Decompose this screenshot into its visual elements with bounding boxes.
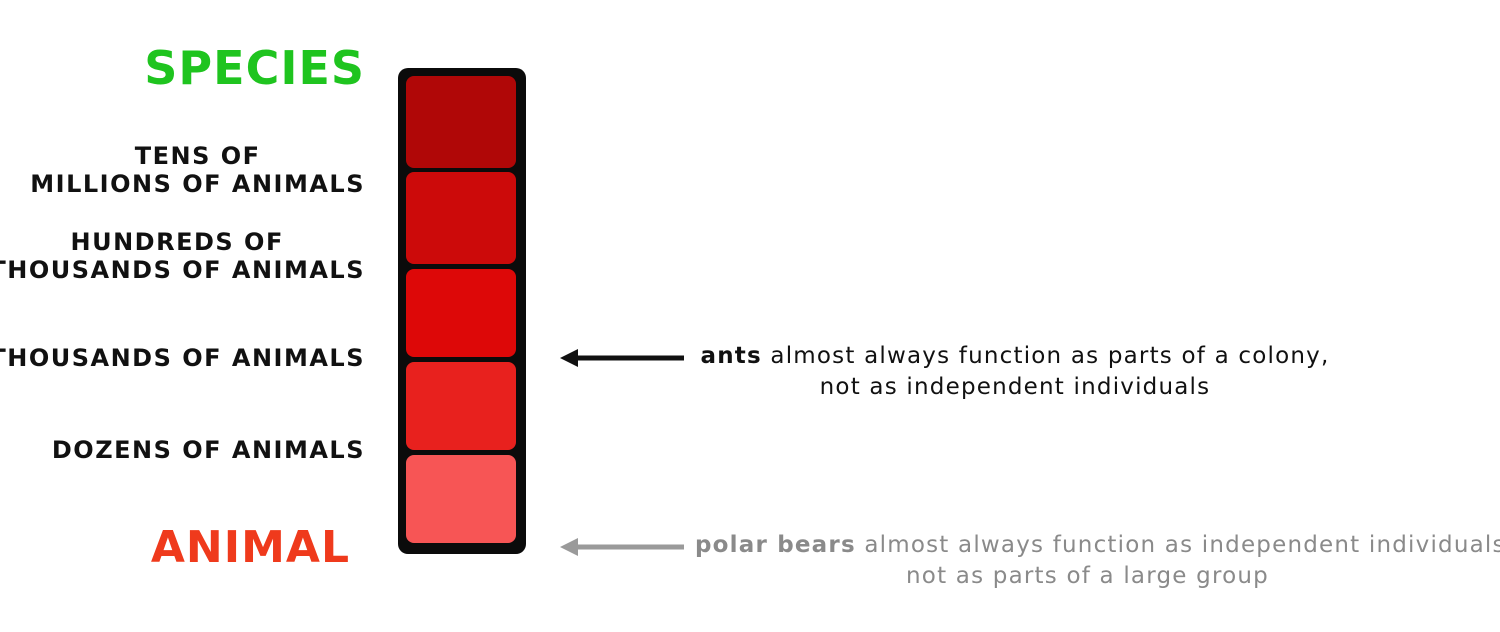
polar-bears-annotation: polar bears almost always function as in… [695,530,1500,592]
scale-cell [406,362,516,450]
scale-cell [406,76,516,168]
scale-cell [406,455,516,543]
level-label-thousands: THOUSANDS OF ANIMALS [0,344,365,372]
ants-text: almost always function as parts of a col… [761,343,1330,369]
polar-bears-text: almost always function as independent in… [855,532,1500,558]
scale-cell [406,269,516,357]
level-label-line1: TENS OF [134,142,261,170]
level-label-hundreds-of-thousands: HUNDREDS OF THOUSANDS OF ANIMALS [0,228,365,284]
scale-cell [406,172,516,264]
level-label-line2: THOUSANDS OF ANIMALS [0,344,365,372]
arrow-left-icon [560,538,684,556]
arrow-left-icon [560,349,684,367]
scale-bar [398,68,526,554]
species-label: SPECIES [144,41,365,95]
ants-text-line2: not as independent individuals [819,374,1211,400]
level-label-line1: HUNDREDS OF [70,228,284,256]
ants-annotation: ants almost always function as parts of … [700,341,1330,403]
polar-bears-text-line2: not as parts of a large group [906,563,1269,589]
polar-bears-keyword: polar bears [695,532,856,558]
ants-keyword: ants [700,343,762,369]
level-label-line2: THOUSANDS OF ANIMALS [0,256,365,284]
level-label-line2: MILLIONS OF ANIMALS [30,170,365,198]
level-label-tens-of-millions: TENS OF MILLIONS OF ANIMALS [30,142,365,198]
level-label-line2: DOZENS OF ANIMALS [51,436,365,464]
animal-label: ANIMAL [150,522,350,573]
level-label-dozens: DOZENS OF ANIMALS [52,436,365,464]
